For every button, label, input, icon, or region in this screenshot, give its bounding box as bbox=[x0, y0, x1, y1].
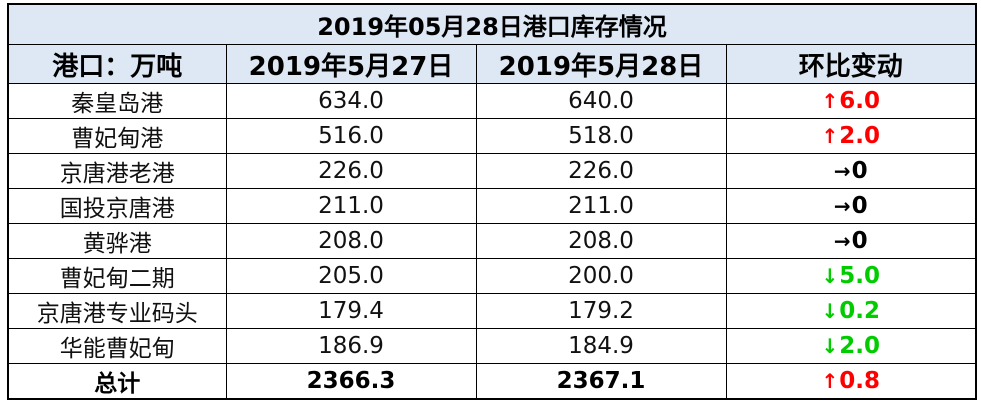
arrow-up-icon: ↑ bbox=[821, 369, 839, 393]
change-cell: ↓0.2 bbox=[725, 293, 978, 329]
total-row: 总计 2366.3 2367.1 ↑0.8 bbox=[7, 363, 978, 400]
curr-value-cell: 179.2 bbox=[475, 293, 727, 329]
table-row: 曹妃甸港 516.0 518.0 ↑2.0 bbox=[7, 118, 978, 154]
arrow-up-icon: ↑ bbox=[821, 124, 839, 148]
table-title: 2019年05月28日港口库存情况 bbox=[6, 3, 978, 45]
change-value: 2.0 bbox=[839, 333, 881, 359]
port-name-cell: 总计 bbox=[7, 363, 227, 400]
curr-value-cell: 640.0 bbox=[475, 83, 727, 119]
prev-value-cell: 2366.3 bbox=[225, 363, 477, 400]
curr-value-cell: 518.0 bbox=[475, 118, 727, 154]
header-prev-date: 2019年5月27日 bbox=[225, 44, 477, 84]
port-name-cell: 秦皇岛港 bbox=[7, 83, 227, 119]
prev-value-cell: 211.0 bbox=[225, 188, 477, 224]
arrow-down-icon: ↓ bbox=[821, 334, 839, 358]
table-row: 京唐港老港 226.0 226.0 →0 bbox=[7, 153, 978, 189]
curr-value-cell: 184.9 bbox=[475, 328, 727, 364]
port-name-cell: 曹妃甸二期 bbox=[7, 258, 227, 294]
prev-value-cell: 205.0 bbox=[225, 258, 477, 294]
port-name-cell: 曹妃甸港 bbox=[7, 118, 227, 154]
table-title-row: 2019年05月28日港口库存情况 bbox=[6, 3, 978, 45]
port-name-cell: 黄骅港 bbox=[7, 223, 227, 259]
arrow-right-icon: → bbox=[833, 159, 851, 183]
table-row: 华能曹妃甸 186.9 184.9 ↓2.0 bbox=[7, 328, 978, 364]
header-port: 港口：万吨 bbox=[7, 44, 227, 84]
change-cell: ↑0.8 bbox=[725, 363, 978, 400]
change-value: 6.0 bbox=[839, 88, 881, 114]
arrow-up-icon: ↑ bbox=[821, 89, 839, 113]
port-name-cell: 华能曹妃甸 bbox=[7, 328, 227, 364]
change-value: 0 bbox=[851, 193, 868, 219]
change-cell: ↑6.0 bbox=[725, 83, 978, 119]
change-cell: ↑2.0 bbox=[725, 118, 978, 154]
port-name-cell: 京唐港老港 bbox=[7, 153, 227, 189]
prev-value-cell: 516.0 bbox=[225, 118, 477, 154]
curr-value-cell: 211.0 bbox=[475, 188, 727, 224]
curr-value-cell: 226.0 bbox=[475, 153, 727, 189]
change-value: 2.0 bbox=[839, 123, 881, 149]
port-name-cell: 国投京唐港 bbox=[7, 188, 227, 224]
table-header-row: 港口：万吨 2019年5月27日 2019年5月28日 环比变动 bbox=[7, 44, 978, 84]
change-cell: ↓5.0 bbox=[725, 258, 978, 294]
change-value: 0.8 bbox=[839, 368, 881, 394]
curr-value-cell: 2367.1 bbox=[475, 363, 727, 400]
change-value: 0 bbox=[851, 158, 868, 184]
change-cell: →0 bbox=[725, 223, 978, 259]
curr-value-cell: 200.0 bbox=[475, 258, 727, 294]
change-cell: →0 bbox=[725, 153, 978, 189]
curr-value-cell: 208.0 bbox=[475, 223, 727, 259]
table-row: 曹妃甸二期 205.0 200.0 ↓5.0 bbox=[7, 258, 978, 294]
prev-value-cell: 634.0 bbox=[225, 83, 477, 119]
arrow-right-icon: → bbox=[833, 194, 851, 218]
header-change: 环比变动 bbox=[725, 44, 978, 84]
header-curr-date: 2019年5月28日 bbox=[475, 44, 727, 84]
table-row: 国投京唐港 211.0 211.0 →0 bbox=[7, 188, 978, 224]
port-name-cell: 京唐港专业码头 bbox=[7, 293, 227, 329]
change-value: 5.0 bbox=[839, 263, 881, 289]
change-cell: →0 bbox=[725, 188, 978, 224]
table-row: 秦皇岛港 634.0 640.0 ↑6.0 bbox=[7, 83, 978, 119]
change-value: 0 bbox=[851, 228, 868, 254]
change-value: 0.2 bbox=[839, 298, 881, 324]
prev-value-cell: 208.0 bbox=[225, 223, 477, 259]
change-cell: ↓2.0 bbox=[725, 328, 978, 364]
arrow-right-icon: → bbox=[833, 229, 851, 253]
prev-value-cell: 179.4 bbox=[225, 293, 477, 329]
inventory-table-container: 2019年05月28日港口库存情况 港口：万吨 2019年5月27日 2019年… bbox=[6, 3, 978, 400]
prev-value-cell: 186.9 bbox=[225, 328, 477, 364]
table-row: 京唐港专业码头 179.4 179.2 ↓0.2 bbox=[7, 293, 978, 329]
port-inventory-table: 2019年05月28日港口库存情况 港口：万吨 2019年5月27日 2019年… bbox=[6, 3, 978, 400]
prev-value-cell: 226.0 bbox=[225, 153, 477, 189]
arrow-down-icon: ↓ bbox=[821, 299, 839, 323]
arrow-down-icon: ↓ bbox=[821, 264, 839, 288]
table-row: 黄骅港 208.0 208.0 →0 bbox=[7, 223, 978, 259]
